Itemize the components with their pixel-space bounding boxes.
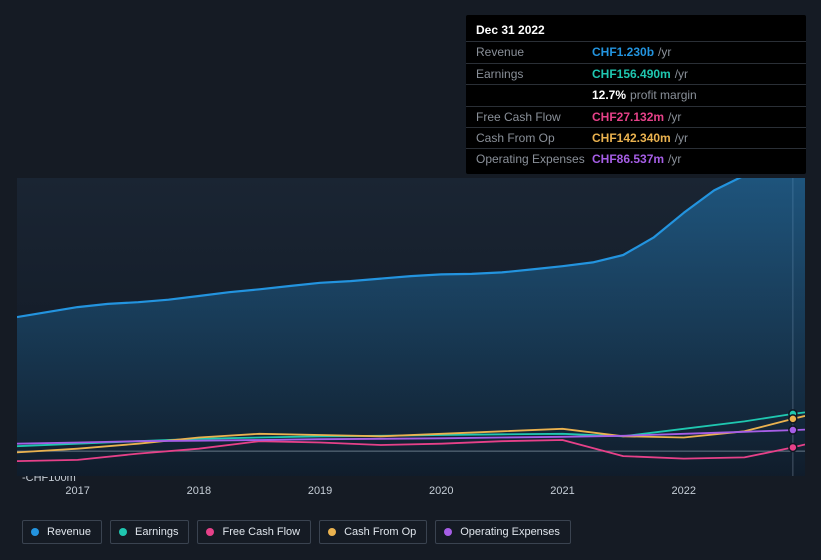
chart-container: Dec 31 2022 RevenueCHF1.230b/yrEarningsC… xyxy=(0,0,821,560)
legend-swatch xyxy=(31,528,39,536)
tooltip-row-unit: /yr xyxy=(675,67,688,81)
x-axis-label: 2019 xyxy=(308,485,332,497)
x-axis-label: 2017 xyxy=(65,485,89,497)
marker-cfo[interactable] xyxy=(789,415,797,423)
tooltip-row: Cash From OpCHF142.340m/yr xyxy=(466,127,806,148)
tooltip-row-unit: /yr xyxy=(658,45,671,59)
legend-label: Free Cash Flow xyxy=(222,526,300,538)
tooltip-row: Operating ExpensesCHF86.537m/yr xyxy=(466,148,806,169)
tooltip-row-value: CHF86.537m xyxy=(592,152,664,166)
x-axis-label: 2020 xyxy=(429,485,453,497)
marker-opex[interactable] xyxy=(789,426,797,434)
tooltip-row-value: CHF1.230b xyxy=(592,45,654,59)
tooltip-row-unit: profit margin xyxy=(630,88,697,102)
tooltip-row-value: 12.7% xyxy=(592,88,626,102)
legend-label: Cash From Op xyxy=(344,526,416,538)
tooltip-row-unit: /yr xyxy=(675,131,688,145)
legend-item[interactable]: Operating Expenses xyxy=(435,520,571,544)
tooltip-row-value: CHF156.490m xyxy=(592,67,671,81)
legend-item[interactable]: Revenue xyxy=(22,520,102,544)
tooltip-row-unit: /yr xyxy=(668,152,681,166)
legend-swatch xyxy=(206,528,214,536)
legend-label: Earnings xyxy=(135,526,178,538)
tooltip-row: RevenueCHF1.230b/yr xyxy=(466,41,806,62)
legend-item[interactable]: Cash From Op xyxy=(319,520,427,544)
marker-fcf[interactable] xyxy=(789,443,797,451)
legend: Revenue Earnings Free Cash Flow Cash From O… xyxy=(22,520,571,544)
tooltip-row-label: Earnings xyxy=(476,67,592,81)
tooltip-date: Dec 31 2022 xyxy=(466,21,806,41)
line-chart[interactable] xyxy=(17,178,805,476)
legend-label: Revenue xyxy=(47,526,91,538)
legend-swatch xyxy=(444,528,452,536)
legend-swatch xyxy=(119,528,127,536)
tooltip-row: EarningsCHF156.490m/yr xyxy=(466,63,806,84)
tooltip-row-value: CHF142.340m xyxy=(592,131,671,145)
tooltip-row: Free Cash FlowCHF27.132m/yr xyxy=(466,106,806,127)
tooltip-row-label: Operating Expenses xyxy=(476,152,592,166)
tooltip-row-label: Free Cash Flow xyxy=(476,110,592,124)
tooltip-row: 12.7% profit margin xyxy=(466,84,806,105)
legend-item[interactable]: Earnings xyxy=(110,520,189,544)
tooltip-row-value: CHF27.132m xyxy=(592,110,664,124)
legend-label: Operating Expenses xyxy=(460,526,560,538)
legend-item[interactable]: Free Cash Flow xyxy=(197,520,311,544)
tooltip-row-label xyxy=(476,88,592,102)
x-axis-label: 2021 xyxy=(550,485,574,497)
tooltip-row-label: Cash From Op xyxy=(476,131,592,145)
x-axis-label: 2022 xyxy=(672,485,696,497)
tooltip-panel: Dec 31 2022 RevenueCHF1.230b/yrEarningsC… xyxy=(466,15,806,174)
tooltip-row-label: Revenue xyxy=(476,45,592,59)
tooltip-row-unit: /yr xyxy=(668,110,681,124)
legend-swatch xyxy=(328,528,336,536)
x-axis-label: 2018 xyxy=(187,485,211,497)
